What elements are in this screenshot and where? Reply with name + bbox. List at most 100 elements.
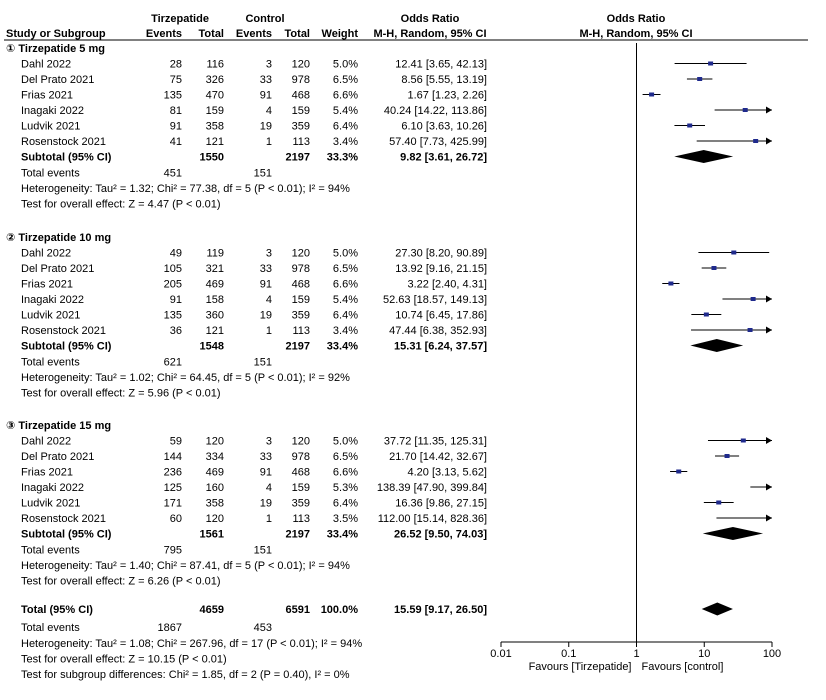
header-total-tirz: Total bbox=[199, 28, 224, 40]
subgroup-2-row-2-point bbox=[711, 266, 717, 270]
subgroup-3-title: ③ Tirzepatide 15 mg bbox=[6, 420, 111, 432]
subgroup-1-row-4-ci-arrow bbox=[766, 106, 772, 114]
subgroup-3-row-1-point bbox=[740, 438, 746, 443]
subgroup-1-row-5-point bbox=[687, 123, 693, 128]
subgroup-1-row-3-total-tirz: 470 bbox=[206, 90, 224, 102]
subgroup-3-row-1-ci-arrow bbox=[766, 437, 772, 444]
subgroup-2-row-5-total-ctrl: 359 bbox=[292, 310, 310, 322]
subgroup-3-row-2-name: Del Prato 2021 bbox=[21, 451, 94, 463]
subgroup-3-row-2-total-ctrl: 978 bbox=[292, 451, 310, 463]
subgroup-3-row-2-total-tirz: 334 bbox=[206, 451, 224, 463]
subgroup-2-row-1-weight: 5.0% bbox=[333, 248, 358, 260]
subgroup-1-row-4-or-ci: 40.24 [14.22, 113.86] bbox=[384, 105, 487, 117]
subgroup-1-row-4-events-tirz: 81 bbox=[170, 105, 182, 117]
subgroup-3-row-5-total-ctrl: 359 bbox=[292, 498, 310, 510]
subgroup-3-row-6-events-ctrl: 1 bbox=[266, 513, 272, 525]
subgroup-1-row-2-name: Del Prato 2021 bbox=[21, 74, 94, 86]
total-events-tirz: 1867 bbox=[158, 622, 182, 634]
subgroup-3-row-3-total-tirz: 469 bbox=[206, 467, 224, 479]
subgroup-3-row-1-total-ctrl: 120 bbox=[292, 436, 310, 448]
header-events-ctrl: Events bbox=[236, 28, 272, 40]
subgroup-1-row-4-point bbox=[742, 108, 748, 112]
subgroup-1-row-5-weight: 6.4% bbox=[333, 121, 358, 133]
favours-right-label: Favours [control] bbox=[642, 661, 724, 673]
subgroup-2-events-ctrl: 151 bbox=[254, 357, 272, 369]
subgroup-2-row-1-point bbox=[731, 250, 737, 255]
subgroup-1-row-6-weight: 3.4% bbox=[333, 136, 358, 148]
subgroup-3-row-3-events-tirz: 236 bbox=[164, 467, 182, 479]
subgroup-1-row-5-name: Ludvik 2021 bbox=[21, 121, 80, 133]
subgroup-1-subtotal-total-tirz: 1550 bbox=[200, 152, 224, 164]
header-total-ctrl: Total bbox=[285, 28, 310, 40]
subgroup-3-row-1-name: Dahl 2022 bbox=[21, 436, 71, 448]
subgroup-3-events-label: Total events bbox=[21, 545, 80, 557]
x-tick-label-1: 0.01 bbox=[490, 648, 511, 660]
subgroup-1-events-ctrl: 151 bbox=[254, 168, 272, 180]
subgroup-3-row-5-weight: 6.4% bbox=[333, 498, 358, 510]
subgroup-2-row-5-events-ctrl: 19 bbox=[260, 310, 272, 322]
header-weight: Weight bbox=[322, 28, 359, 40]
subgroup-1-row-3-total-ctrl: 468 bbox=[292, 90, 310, 102]
subgroup-2-row-2-weight: 6.5% bbox=[333, 263, 358, 275]
subgroup-3-subtotal-label: Subtotal (95% CI) bbox=[21, 529, 112, 541]
subgroup-3-row-2-weight: 6.5% bbox=[333, 451, 358, 463]
subgroup-1-row-1-events-ctrl: 3 bbox=[266, 59, 272, 71]
subgroup-1-subtotal-label: Subtotal (95% CI) bbox=[21, 152, 112, 164]
x-tick-label-5: 100 bbox=[763, 648, 781, 660]
subgroup-1-row-6-point bbox=[753, 139, 759, 143]
subgroup-2-row-4-or-ci: 52.63 [18.57, 149.13] bbox=[383, 294, 487, 306]
subgroup-1-row-6-events-tirz: 41 bbox=[170, 136, 182, 148]
total-or-ci: 15.59 [9.17, 26.50] bbox=[394, 604, 487, 616]
subgroup-1-title: ① Tirzepatide 5 mg bbox=[6, 43, 105, 55]
subgroup-3-row-4-or-ci: 138.39 [47.90, 399.84] bbox=[377, 482, 487, 494]
subgroup-3-subtotal-weight: 33.4% bbox=[327, 529, 358, 541]
subgroup-1-row-4-total-ctrl: 159 bbox=[292, 105, 310, 117]
total-total-ctrl: 6591 bbox=[286, 604, 310, 616]
subgroup-1-heterogeneity: Heterogeneity: Tau² = 1.32; Chi² = 77.38… bbox=[21, 183, 350, 195]
subgroup-2-row-3-events-ctrl: 91 bbox=[260, 279, 272, 291]
header-plot-title: Odds Ratio bbox=[607, 13, 666, 25]
subgroup-2-title: ② Tirzepatide 10 mg bbox=[6, 232, 111, 244]
subgroup-2-row-2-or-ci: 13.92 [9.16, 21.15] bbox=[395, 263, 487, 275]
subgroup-3-row-5-events-tirz: 171 bbox=[164, 498, 182, 510]
subgroup-1-subtotal-weight: 33.3% bbox=[327, 152, 358, 164]
subgroup-3-events-ctrl: 151 bbox=[254, 545, 272, 557]
subgroup-3-row-5-or-ci: 16.36 [9.86, 27.15] bbox=[395, 498, 487, 510]
subgroup-2-row-4-weight: 5.4% bbox=[333, 294, 358, 306]
favours-left-label: Favours [Tirzepatide] bbox=[529, 661, 632, 673]
subgroup-3-row-1-or-ci: 37.72 [11.35, 125.31] bbox=[384, 436, 487, 448]
subgroup-2-row-5-name: Ludvik 2021 bbox=[21, 310, 80, 322]
subgroup-1-row-4-name: Inagaki 2022 bbox=[21, 105, 84, 117]
subgroup-2-row-4-point bbox=[750, 297, 756, 301]
subgroup-2-row-2-name: Del Prato 2021 bbox=[21, 263, 94, 275]
subgroup-1-row-1-name: Dahl 2022 bbox=[21, 59, 71, 71]
subgroup-3-subtotal-diamond bbox=[702, 527, 764, 540]
subgroup-1-row-6-ci-arrow bbox=[766, 137, 772, 145]
subgroup-2-row-1-total-ctrl: 120 bbox=[292, 248, 310, 260]
subgroup-3-row-4-weight: 5.3% bbox=[333, 482, 358, 494]
subgroup-2-row-3-weight: 6.6% bbox=[333, 279, 358, 291]
subgroup-1-row-2-point bbox=[697, 77, 703, 81]
subgroup-1-row-1-total-ctrl: 120 bbox=[292, 59, 310, 71]
subgroup-3-row-5-total-tirz: 358 bbox=[206, 498, 224, 510]
subgroup-3-row-2-or-ci: 21.70 [14.42, 32.67] bbox=[389, 451, 487, 463]
total-label: Total (95% CI) bbox=[21, 604, 93, 616]
subgroup-1-row-5-or-ci: 6.10 [3.63, 10.26] bbox=[401, 121, 487, 133]
footer-line-2: Test for overall effect: Z = 10.15 (P < … bbox=[21, 654, 227, 666]
subgroup-1-row-6-or-ci: 57.40 [7.73, 425.99] bbox=[389, 136, 487, 148]
subgroup-3-row-3-point bbox=[676, 469, 682, 474]
subgroup-1-row-3-point bbox=[649, 92, 655, 97]
subgroup-1-row-6-total-tirz: 121 bbox=[206, 136, 224, 148]
subgroup-2-row-6-weight: 3.4% bbox=[333, 325, 358, 337]
subgroup-3-row-2-events-tirz: 144 bbox=[164, 451, 182, 463]
subgroup-2-row-3-total-tirz: 469 bbox=[206, 279, 224, 291]
subgroup-3-row-3-or-ci: 4.20 [3.13, 5.62] bbox=[407, 467, 487, 479]
header-group-control: Control bbox=[245, 13, 284, 25]
subgroup-3-row-1-total-tirz: 120 bbox=[206, 436, 224, 448]
subgroup-1-row-5-events-tirz: 91 bbox=[170, 121, 182, 133]
subgroup-3-row-6-total-ctrl: 113 bbox=[292, 513, 310, 525]
subgroup-2-row-6-events-tirz: 36 bbox=[170, 325, 182, 337]
subgroup-2-row-1-total-tirz: 119 bbox=[206, 248, 224, 260]
subgroup-2-row-1-or-ci: 27.30 [8.20, 90.89] bbox=[395, 248, 487, 260]
